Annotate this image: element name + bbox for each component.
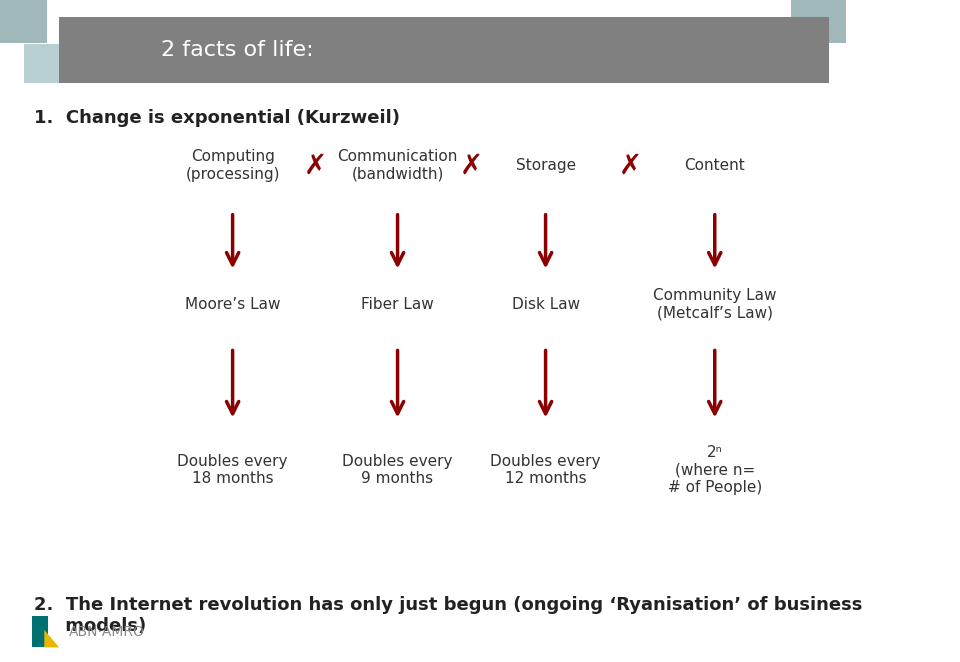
Text: ✗: ✗ <box>618 152 642 179</box>
Text: Fiber Law: Fiber Law <box>361 297 434 312</box>
Text: 1.  Change is exponential (Kurzweil): 1. Change is exponential (Kurzweil) <box>34 109 399 127</box>
Text: Doubles every
9 months: Doubles every 9 months <box>343 454 453 486</box>
Text: Storage: Storage <box>516 158 576 173</box>
Text: 2 facts of life:: 2 facts of life: <box>160 40 313 60</box>
Polygon shape <box>44 630 60 647</box>
FancyBboxPatch shape <box>24 44 61 83</box>
Text: ✗: ✗ <box>303 152 326 179</box>
FancyBboxPatch shape <box>782 44 823 83</box>
Text: Moore’s Law: Moore’s Law <box>185 297 280 312</box>
Text: ABN·AMRO: ABN·AMRO <box>69 624 145 639</box>
Text: 2.  The Internet revolution has only just begun (ongoing ‘Ryanisation’ of busine: 2. The Internet revolution has only just… <box>34 596 862 635</box>
Text: Disk Law: Disk Law <box>512 297 580 312</box>
Text: ✗: ✗ <box>460 152 483 179</box>
FancyBboxPatch shape <box>791 0 846 43</box>
FancyBboxPatch shape <box>60 17 828 83</box>
FancyBboxPatch shape <box>32 616 48 647</box>
Text: Communication
(bandwidth): Communication (bandwidth) <box>337 150 458 181</box>
Text: Content: Content <box>684 158 745 173</box>
Text: Computing
(processing): Computing (processing) <box>185 150 280 181</box>
Text: 2ⁿ
(where n=
# of People): 2ⁿ (where n= # of People) <box>667 445 762 495</box>
Text: Doubles every
12 months: Doubles every 12 months <box>491 454 601 486</box>
Text: Doubles every
18 months: Doubles every 18 months <box>178 454 288 486</box>
FancyBboxPatch shape <box>0 0 46 43</box>
Text: Community Law
(Metcalf’s Law): Community Law (Metcalf’s Law) <box>653 289 777 320</box>
